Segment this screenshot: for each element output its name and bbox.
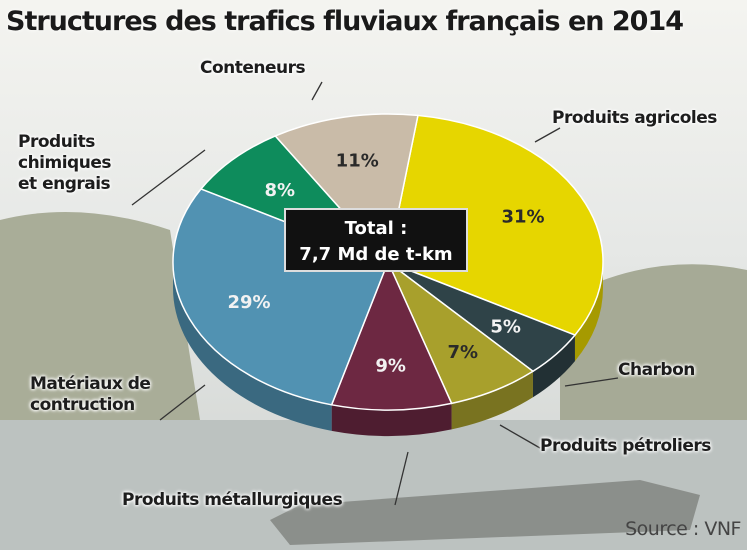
slice-side [451,371,533,430]
value-label: 31% [501,206,544,227]
leader-line [394,451,409,506]
slice-label: Produits pétroliers [540,436,711,456]
slice-label: Produits chimiques et engrais [18,132,111,194]
leader-line [534,127,561,143]
slice-label: Charbon [618,360,695,380]
center-label: Total : 7,7 Md de t-km [284,208,468,272]
slice-label: Conteneurs [200,58,306,78]
slice-label: Produits agricoles [552,108,717,128]
chart-title: Structures des trafics fluviaux français… [6,6,684,37]
pie: 31% 5% 7% 9% 29% 8% 11% [172,113,604,437]
slice [387,114,604,336]
value-label: 5% [490,317,521,338]
value-label: 8% [264,180,295,201]
leader-line [159,384,206,421]
value-label: 7% [448,342,479,363]
slice-label: Produits métallurgiques [122,490,343,510]
slice-side [532,335,575,398]
slice-side [331,403,452,437]
slice-side [173,262,332,431]
center-line: Total : [344,218,408,239]
value-label: 29% [228,292,271,313]
leader-line [499,424,541,449]
slice [330,260,453,411]
leader-line [131,149,206,206]
value-label: 11% [336,151,379,172]
leader-line [311,81,323,101]
slice-side [574,262,603,362]
value-label: 9% [375,356,406,377]
hill [560,264,747,420]
center-line: 7,7 Md de t-km [299,244,453,265]
source: Source : VNF [625,518,741,540]
slice-label: Matériaux de contruction [30,374,151,415]
barge [270,480,700,545]
hill [0,212,200,430]
leader-line [564,377,619,387]
